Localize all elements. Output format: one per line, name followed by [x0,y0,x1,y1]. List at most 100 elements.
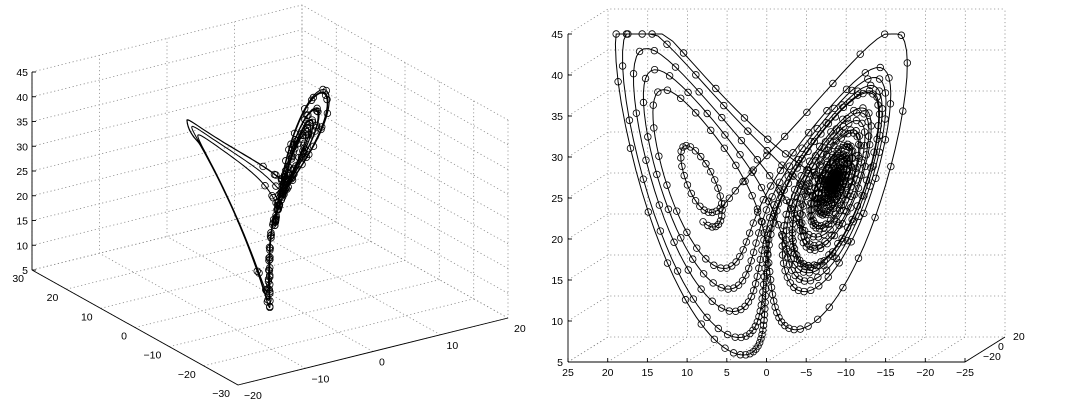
series-marker [789,149,797,157]
series-marker [794,286,803,295]
series-marker [265,254,273,262]
series-marker [686,143,695,151]
series-marker [818,168,827,177]
series-marker [717,264,725,272]
series-marker [656,227,665,235]
series-marker [849,154,857,162]
series-marker [806,245,814,254]
series-marker [867,122,875,130]
grid-line-z [567,172,1005,199]
y-tick-label: 20 [47,292,59,304]
series-marker [811,246,819,254]
series-marker [644,133,652,141]
series-marker [313,104,321,113]
series-marker [794,155,803,164]
series-marker [885,74,893,82]
series-marker [806,276,815,285]
series-marker [782,210,790,219]
series-marker [683,181,692,189]
series-marker [806,199,815,207]
series-marker [861,162,869,171]
series-marker [849,217,858,226]
series-marker [759,196,768,204]
series-marker [805,157,814,165]
series-marker [810,241,818,250]
series-marker [808,191,816,200]
series-marker [746,329,754,338]
series-marker [700,206,708,214]
series-marker [281,181,289,190]
series-marker [843,236,852,245]
series-marker [820,257,828,265]
series-marker [825,251,833,259]
series-marker [683,228,691,237]
series-marker [723,264,731,272]
series-marker [742,351,750,359]
series-marker [641,74,650,83]
series-marker [820,181,828,189]
series-marker [285,145,293,154]
series-marker [841,183,850,191]
series-marker [844,159,852,168]
series-marker [805,269,813,277]
y-tick-label: 30 [12,273,24,285]
series-marker [817,194,826,202]
series-marker [826,137,834,146]
series-marker [810,261,818,269]
series-marker [817,258,825,266]
series-marker [790,185,799,194]
series-marker [855,154,863,162]
series-marker [696,202,704,211]
grid-line-z [31,29,509,146]
series-marker [267,234,275,242]
series-marker [807,137,816,146]
series-marker [789,237,797,245]
z-tick-label: 25 [16,166,28,178]
series-marker [654,88,662,96]
series-marker [761,305,769,313]
series-marker [747,257,755,265]
series-marker [710,335,719,344]
series-marker [302,131,310,140]
series-marker [843,223,852,232]
grid-line-x [647,9,688,363]
series-marker [812,224,820,232]
y-tick-label: −30 [212,388,230,400]
series-marker [788,171,796,179]
series-marker [806,206,814,214]
series-marker [862,176,871,184]
series-marker [769,219,778,227]
series-marker [815,225,824,233]
series-marker [774,200,783,208]
series-marker [790,245,799,253]
series-marker [766,213,774,222]
series-marker [664,205,673,213]
series-marker [298,160,306,169]
series-marker [825,303,833,311]
z-tick-label: 30 [551,152,563,164]
series-marker [802,243,810,251]
series-marker [288,152,297,161]
series-marker [788,229,797,237]
series-marker [785,198,794,207]
series-marker [833,199,842,207]
series-marker [766,267,774,276]
series-marker [810,168,819,176]
series-marker [784,172,792,180]
series-marker [309,142,318,151]
series-marker [748,191,756,200]
series-marker [273,205,282,213]
series-marker [785,162,794,170]
series-marker [742,332,750,340]
series-marker [827,128,835,136]
series-marker [676,94,685,102]
series-marker [862,151,870,159]
series-marker [856,141,864,150]
series-marker [289,166,297,174]
series-marker [838,101,846,109]
series-marker [703,313,711,322]
series-marker [824,220,833,229]
series-marker [869,162,877,170]
series-marker [859,104,867,112]
grid-line-y [203,100,475,367]
